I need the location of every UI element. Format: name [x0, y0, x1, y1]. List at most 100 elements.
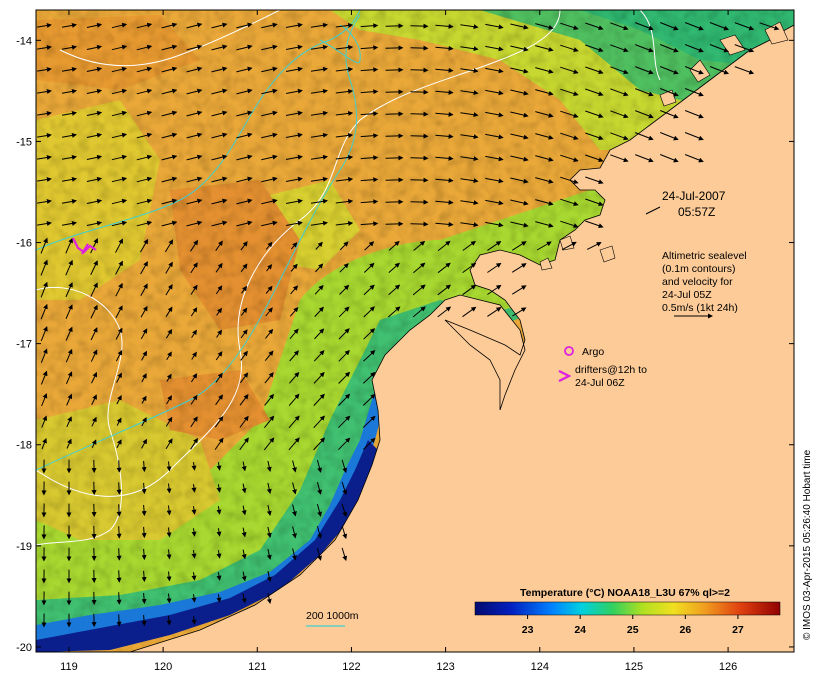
- velocity-arrow: [236, 88, 253, 95]
- velocity-arrow: [186, 198, 203, 205]
- velocity-arrow: [310, 110, 328, 116]
- velocity-arrow: [512, 307, 527, 317]
- velocity-arrow: [460, 178, 479, 184]
- velocity-arrow: [460, 46, 479, 52]
- velocity-arrow: [116, 395, 122, 405]
- colorbar-gradient: [474, 601, 781, 616]
- velocity-arrow: [316, 459, 322, 473]
- velocity-arrow: [165, 261, 173, 274]
- velocity-arrow: [635, 110, 654, 119]
- velocity-arrow: [111, 66, 128, 73]
- velocity-arrow: [316, 547, 322, 561]
- velocity-arrow: [410, 199, 429, 205]
- velocity-arrow: [660, 132, 679, 141]
- velocity-arrow: [86, 66, 103, 72]
- argo-marker-icon: [564, 346, 574, 356]
- velocity-arrow: [335, 221, 354, 226]
- velocity-arrow: [166, 351, 172, 361]
- velocity-arrow: [61, 198, 77, 204]
- velocity-arrow: [141, 592, 147, 605]
- velocity-arrow: [335, 45, 354, 50]
- velocity-arrow: [510, 111, 529, 118]
- velocity-arrow: [166, 615, 172, 626]
- velocity-arrow: [65, 326, 73, 341]
- velocity-arrow: [585, 44, 604, 53]
- velocity-arrow: [410, 111, 429, 117]
- velocity-arrow: [191, 528, 197, 537]
- velocity-arrow: [191, 506, 197, 515]
- velocity-arrow: [111, 132, 128, 139]
- colorbar-tick-label: 24: [574, 624, 586, 636]
- velocity-arrow: [141, 570, 147, 583]
- velocity-arrow: [485, 155, 504, 162]
- velocity-arrow: [241, 505, 247, 516]
- velocity-arrow: [216, 572, 222, 581]
- velocity-arrow: [65, 304, 73, 320]
- velocity-arrow: [339, 241, 349, 251]
- velocity-arrow: [635, 154, 654, 163]
- velocity-arrow: [684, 110, 704, 119]
- velocity-arrow: [241, 571, 247, 582]
- velocity-arrow: [485, 199, 504, 206]
- velocity-arrow: [535, 199, 554, 206]
- velocity-arrow: [341, 481, 348, 496]
- velocity-arrow: [37, 177, 52, 182]
- velocity-arrow: [341, 503, 348, 518]
- velocity-arrow: [510, 23, 529, 30]
- velocity-arrow: [734, 22, 755, 31]
- velocity-arrow: [510, 221, 529, 228]
- velocity-arrow: [460, 156, 479, 162]
- velocity-arrow: [116, 372, 122, 383]
- velocity-arrow: [111, 22, 128, 29]
- velocity-arrow: [560, 132, 579, 140]
- velocity-arrow: [241, 461, 247, 472]
- velocity-arrow: [91, 394, 97, 406]
- velocity-arrow: [535, 45, 554, 52]
- velocity-arrow: [338, 349, 350, 362]
- velocity-arrow: [65, 371, 73, 385]
- velocity-arrow: [90, 349, 98, 362]
- legend-line: 0.5m/s (1kt 24h): [662, 302, 738, 314]
- velocity-arrow: [190, 262, 198, 274]
- velocity-arrow: [186, 154, 203, 161]
- velocity-arrow: [61, 132, 77, 138]
- velocity-arrow: [266, 526, 272, 538]
- velocity-arrow: [140, 305, 148, 318]
- velocity-arrow: [116, 417, 122, 426]
- velocity-arrow: [166, 483, 172, 494]
- velocity-arrow: [161, 198, 178, 205]
- velocity-arrow: [487, 307, 502, 317]
- velocity-arrow: [111, 176, 128, 183]
- velocity-arrow: [410, 133, 429, 139]
- velocity-arrow: [40, 259, 48, 276]
- lon-tick-label: 121: [248, 661, 266, 673]
- velocity-arrow: [412, 284, 426, 296]
- velocity-arrow: [437, 262, 451, 274]
- velocity-arrow: [510, 177, 529, 184]
- velocity-arrow: [61, 220, 77, 226]
- velocity-arrow: [191, 484, 197, 493]
- velocity-arrow: [166, 461, 172, 472]
- velocity-arrow: [341, 547, 348, 562]
- lon-tick-label: 119: [60, 661, 78, 673]
- velocity-arrow: [410, 155, 429, 161]
- legend-line: (0.1m contours): [662, 263, 736, 275]
- velocity-arrow: [291, 504, 297, 517]
- velocity-arrow: [86, 88, 103, 94]
- velocity-arrow: [314, 306, 324, 317]
- velocity-arrow: [512, 285, 527, 295]
- velocity-arrow: [684, 44, 704, 53]
- velocity-arrow: [561, 241, 577, 251]
- velocity-arrow: [535, 155, 554, 162]
- velocity-arrow: [191, 550, 197, 559]
- lon-tick-label: 125: [625, 661, 643, 673]
- velocity-arrow: [211, 66, 228, 73]
- lat-tick-label: -14: [16, 35, 32, 47]
- velocity-arrow: [335, 199, 354, 204]
- colorbar-tick-label: 25: [627, 624, 639, 636]
- velocity-arrow: [37, 67, 52, 72]
- velocity-arrow: [335, 155, 354, 160]
- velocity-arrow: [684, 132, 704, 141]
- velocity-arrow: [186, 176, 203, 183]
- velocity-arrow: [335, 111, 354, 116]
